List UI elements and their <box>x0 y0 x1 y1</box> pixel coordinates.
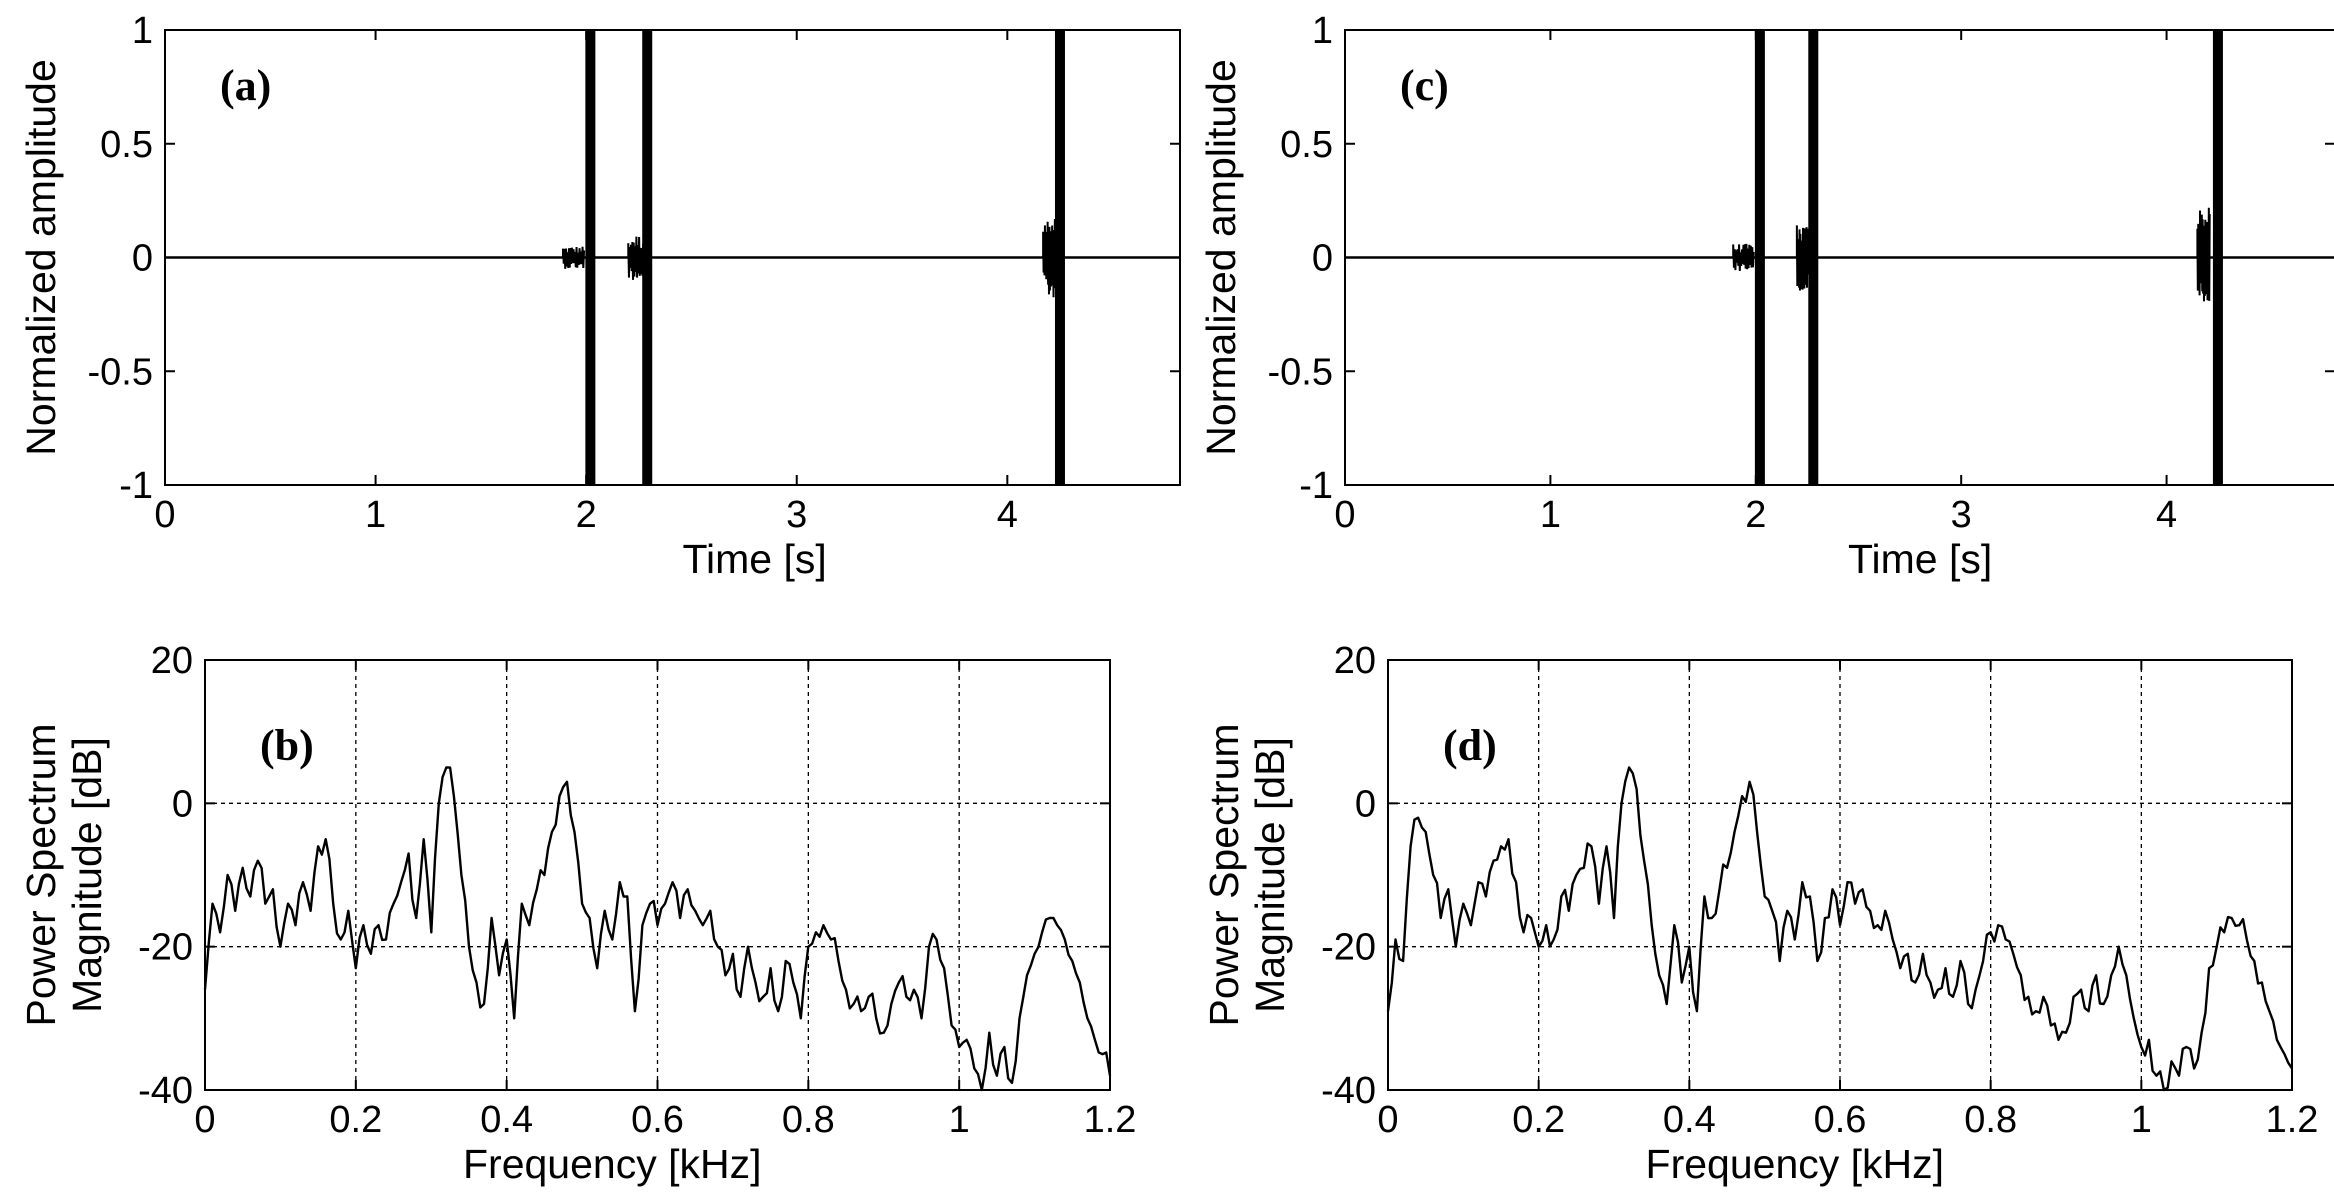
y-tick-label: -0.5 <box>1268 351 1333 393</box>
panel-tag: (a) <box>220 61 271 110</box>
x-tick-label: 0.2 <box>1512 1099 1565 1141</box>
y-axis-label: Normalized amplitude <box>1198 59 1244 456</box>
y-tick-label: 0.5 <box>1280 124 1333 166</box>
y-tick-label: 20 <box>151 640 193 682</box>
y-tick-label: 20 <box>1334 640 1376 682</box>
x-tick-label: 1 <box>365 494 386 536</box>
x-tick-label: 0.8 <box>782 1099 835 1141</box>
burst-small <box>1042 219 1057 298</box>
x-axis-label: Time [s] <box>1848 536 1992 582</box>
y-tick-label: -40 <box>138 1070 193 1112</box>
y-tick-label: 0 <box>132 238 153 280</box>
signal-burst <box>1042 219 1057 298</box>
x-tick-label: 1.2 <box>1084 1099 1137 1141</box>
x-tick-label: 4 <box>997 494 1018 536</box>
panel-a-time-signal: 0 1 2 3 4 -1 -0.5 0 0.5 1 Time [s] Normalized ampli… <box>18 10 1181 582</box>
panel-c-time-signal: 0 1 2 3 4 -1 -0.5 0 0.5 1 Time [s] Normalized ampli… <box>1198 10 2334 582</box>
spectrum-line <box>203 766 1112 1092</box>
y-tick-label: 0 <box>172 783 193 825</box>
signal-burst <box>2196 207 2211 302</box>
x-axis-label: Frequency [kHz] <box>1646 1141 1945 1187</box>
signal-burst <box>585 30 596 485</box>
x-tick-label: 0.4 <box>480 1099 533 1141</box>
signal-burst <box>1808 30 1819 485</box>
x-tick-label: 1 <box>949 1099 970 1141</box>
x-tick-label: 3 <box>786 494 807 536</box>
burst-full <box>1054 30 1065 485</box>
y-tick-label: -20 <box>138 927 193 969</box>
y-axis-label-line: Magnitude [dB] <box>64 737 110 1013</box>
signal-burst <box>1795 225 1811 291</box>
y-tick-label: -1 <box>119 465 153 507</box>
burst-full <box>1808 30 1819 485</box>
signal-burst <box>561 246 586 269</box>
plot-frame <box>204 659 1111 1091</box>
y-axis-label-line: Power Spectrum <box>18 723 64 1026</box>
y-axis-label-line: Power Spectrum <box>1201 723 1247 1026</box>
plot-frame <box>1387 659 2293 1091</box>
x-tick-label: 0.6 <box>1814 1099 1867 1141</box>
panel-tag: (c) <box>1400 61 1449 110</box>
x-tick-label: 4 <box>2156 494 2177 536</box>
y-tick-label: 1 <box>1312 10 1333 52</box>
x-tick-label: 1 <box>2131 1099 2152 1141</box>
panel-d-power-spectrum: 0 0.2 0.4 0.6 0.8 1 1.2 -40 -20 0 20 Frequency [kHz… <box>1201 640 2318 1187</box>
y-tick-label: -20 <box>1321 927 1376 969</box>
panel-b-power-spectrum: 0 0.2 0.4 0.6 0.8 1 1.2 -40 -20 0 20 Frequency [kHz… <box>18 640 1136 1187</box>
y-tick-label: 0.5 <box>100 124 153 166</box>
x-tick-label: 0 <box>194 1099 215 1141</box>
x-tick-label: 1 <box>1540 494 1561 536</box>
y-tick-label: -1 <box>1299 465 1333 507</box>
signal-burst <box>2212 30 2223 485</box>
x-tick-label: 0 <box>154 494 175 536</box>
x-tick-label: 0 <box>1334 494 1355 536</box>
burst-full <box>1754 30 1765 485</box>
burst-small <box>561 246 586 269</box>
x-axis-label: Time [s] <box>682 536 826 582</box>
x-tick-label: 0.2 <box>329 1099 382 1141</box>
signal-burst <box>1054 30 1065 485</box>
panel-tag: (d) <box>1443 721 1497 770</box>
signal-burst <box>1732 243 1755 271</box>
burst-full <box>585 30 596 485</box>
panel-tag: (b) <box>260 721 314 770</box>
x-tick-label: 0 <box>1377 1099 1398 1141</box>
y-tick-label: 0 <box>1355 783 1376 825</box>
x-tick-label: 0.8 <box>1964 1099 2017 1141</box>
y-tick-label: -40 <box>1321 1070 1376 1112</box>
spectrum-line <box>1386 766 2294 1092</box>
signal-burst <box>1754 30 1765 485</box>
burst-full <box>2212 30 2223 485</box>
x-tick-label: 3 <box>1951 494 1972 536</box>
x-axis-label: Frequency [kHz] <box>463 1141 762 1187</box>
y-tick-label: -0.5 <box>88 351 153 393</box>
burst-small <box>1732 243 1755 271</box>
signal-burst <box>642 30 653 485</box>
x-tick-label: 1.2 <box>2266 1099 2319 1141</box>
x-tick-label: 0.6 <box>631 1099 684 1141</box>
y-tick-label: 0 <box>1312 238 1333 280</box>
y-axis-label: Normalized amplitude <box>18 59 64 456</box>
y-tick-label: 1 <box>132 10 153 52</box>
x-tick-label: 2 <box>576 494 597 536</box>
burst-small <box>1795 225 1811 291</box>
y-axis-label-line: Magnitude [dB] <box>1247 737 1293 1013</box>
burst-full <box>642 30 653 485</box>
x-tick-label: 2 <box>1745 494 1766 536</box>
burst-small <box>2196 207 2211 302</box>
x-tick-label: 0.4 <box>1663 1099 1716 1141</box>
